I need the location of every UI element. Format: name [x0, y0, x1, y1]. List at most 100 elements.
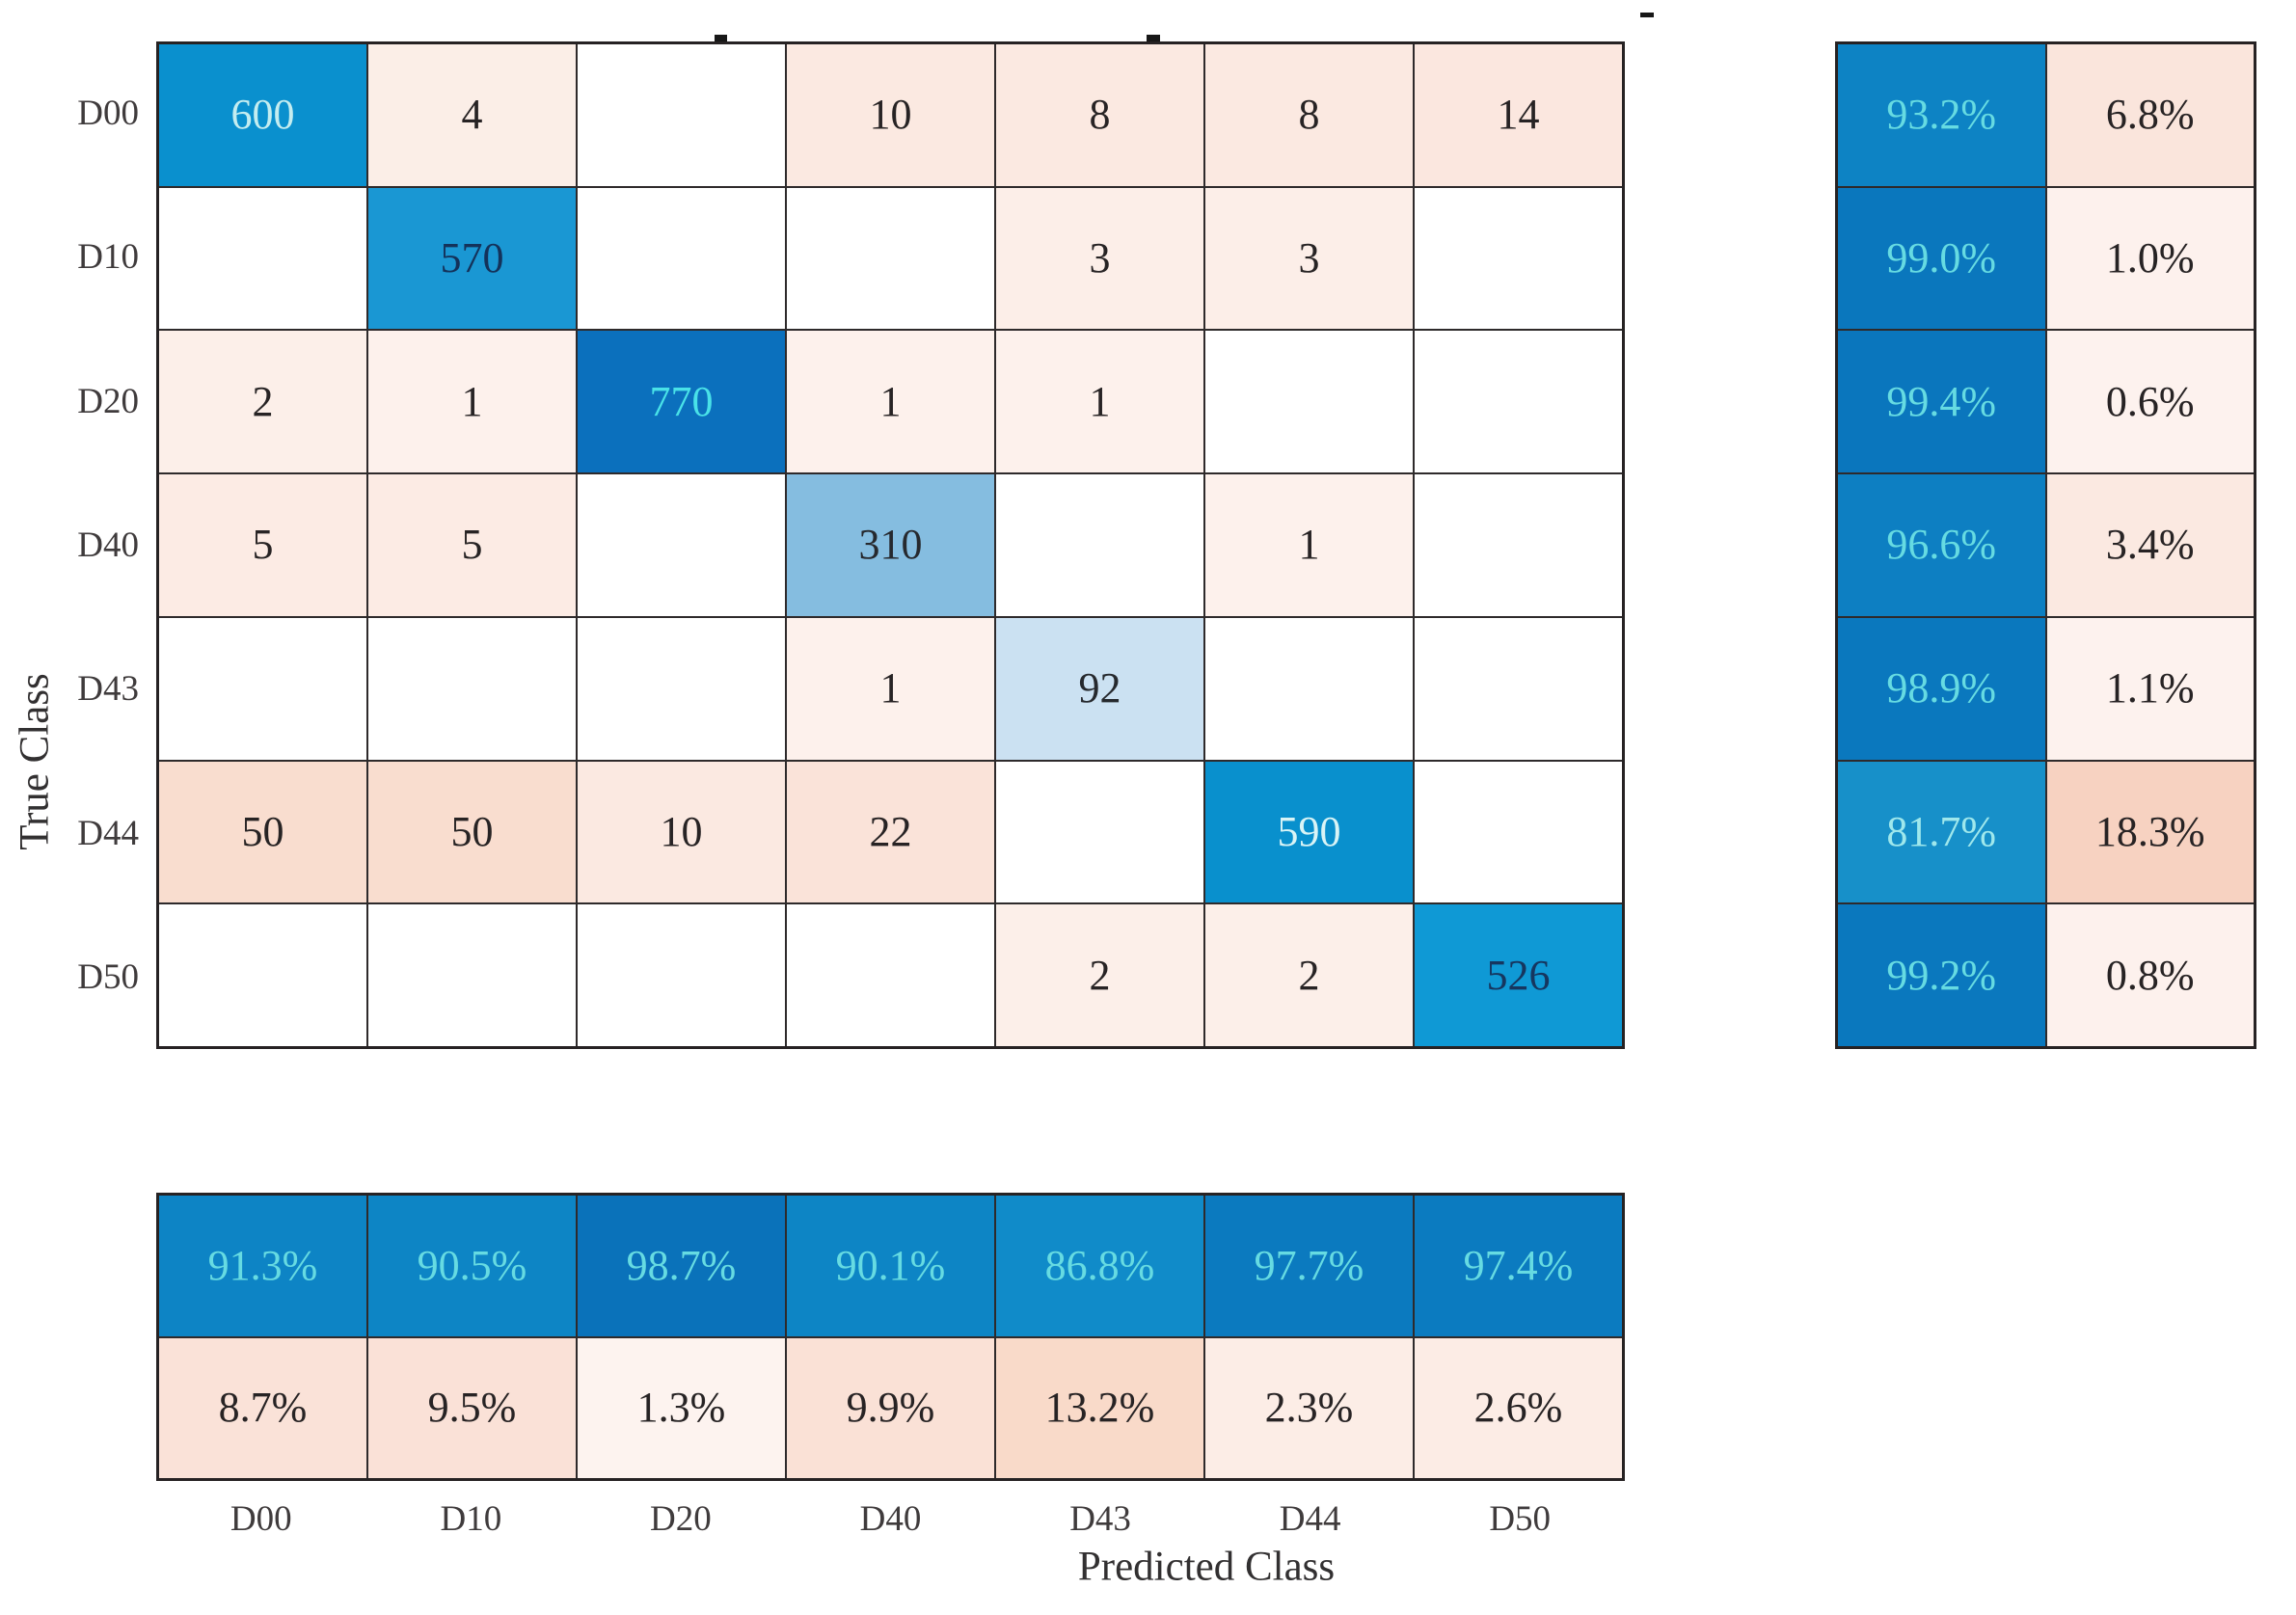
matrix-cell-true-D44-pred-D43	[996, 761, 1203, 903]
matrix-cell-true-D44-pred-D00: 50	[159, 761, 366, 903]
row-summary-D20-incorrect: 0.6%	[2046, 331, 2254, 473]
matrix-cell-true-D44-pred-D44: 590	[1205, 761, 1413, 903]
matrix-cell-true-D44-pred-D50	[1415, 761, 1622, 903]
col-summary-D10-correct: 90.5%	[368, 1196, 576, 1336]
matrix-cell-true-D00-pred-D43: 8	[996, 44, 1203, 186]
crop-artifact-mark	[1147, 35, 1160, 41]
y-tick-label-D43: D43	[77, 669, 139, 710]
matrix-cell-true-D20-pred-D43: 1	[996, 331, 1203, 473]
row-summary-D10-correct: 99.0%	[1838, 187, 2045, 330]
col-summary-D20-incorrect: 1.3%	[578, 1337, 785, 1478]
x-tick-label-D20: D20	[650, 1498, 712, 1539]
matrix-cell-true-D44-pred-D10: 50	[368, 761, 576, 903]
x-tick-label-D10: D10	[440, 1498, 502, 1539]
row-summary-D43-correct: 98.9%	[1838, 617, 2045, 760]
row-summary-D40-correct: 96.6%	[1838, 474, 2045, 616]
matrix-cell-true-D20-pred-D00: 2	[159, 331, 366, 473]
col-summary-D00-correct: 91.3%	[159, 1196, 366, 1336]
crop-artifact-mark	[715, 35, 727, 41]
matrix-cell-true-D40-pred-D40: 310	[787, 474, 994, 616]
matrix-cell-true-D10-pred-D00	[159, 187, 366, 330]
row-summary-D44-incorrect: 18.3%	[2046, 761, 2254, 903]
matrix-cell-true-D00-pred-D10: 4	[368, 44, 576, 186]
matrix-cell-true-D00-pred-D40: 10	[787, 44, 994, 186]
row-summary-D44-correct: 81.7%	[1838, 761, 2045, 903]
matrix-cell-true-D10-pred-D43: 3	[996, 187, 1203, 330]
matrix-cell-true-D00-pred-D20	[578, 44, 785, 186]
matrix-cell-true-D43-pred-D00	[159, 617, 366, 760]
row-summary-panel: 93.2% 6.8% 99.0% 1.0% 99.4% 0.6% 96.6% 3.4% 98.9…	[1835, 41, 2256, 1049]
matrix-cell-true-D50-pred-D20	[578, 904, 785, 1046]
row-summary-D00-correct: 93.2%	[1838, 44, 2045, 186]
matrix-cell-true-D00-pred-D44: 8	[1205, 44, 1413, 186]
crop-artifact-mark	[1640, 13, 1654, 17]
matrix-cell-true-D44-pred-D40: 22	[787, 761, 994, 903]
y-tick-labels: D00 D10 D20 D40 D43 D44 D50	[0, 41, 147, 1049]
matrix-cell-true-D43-pred-D44	[1205, 617, 1413, 760]
matrix-cell-true-D00-pred-D00: 600	[159, 44, 366, 186]
matrix-cell-true-D20-pred-D50	[1415, 331, 1622, 473]
y-tick-label-D40: D40	[77, 525, 139, 565]
row-summary-D10-incorrect: 1.0%	[2046, 187, 2254, 330]
x-tick-label-D50: D50	[1489, 1498, 1552, 1539]
col-summary-D44-incorrect: 2.3%	[1205, 1337, 1413, 1478]
matrix-cell-true-D40-pred-D50	[1415, 474, 1622, 616]
x-tick-label-D43: D43	[1069, 1498, 1131, 1539]
matrix-cell-true-D50-pred-D10	[368, 904, 576, 1046]
col-summary-D00-incorrect: 8.7%	[159, 1337, 366, 1478]
col-summary-D10-incorrect: 9.5%	[368, 1337, 576, 1478]
matrix-cell-true-D10-pred-D44: 3	[1205, 187, 1413, 330]
col-summary-D40-incorrect: 9.9%	[787, 1337, 994, 1478]
x-tick-label-D40: D40	[859, 1498, 922, 1539]
y-tick-label-D50: D50	[77, 956, 139, 997]
matrix-cell-true-D50-pred-D44: 2	[1205, 904, 1413, 1046]
y-axis-label: True Class	[12, 673, 58, 850]
matrix-cell-true-D40-pred-D43	[996, 474, 1203, 616]
row-summary-D20-correct: 99.4%	[1838, 331, 2045, 473]
matrix-cell-true-D10-pred-D20	[578, 187, 785, 330]
y-tick-label-D00: D00	[77, 94, 139, 134]
matrix-cell-true-D40-pred-D10: 5	[368, 474, 576, 616]
matrix-cell-true-D20-pred-D44	[1205, 331, 1413, 473]
confusion-matrix-grid: 600 4 10 8 8 14 570 3 3 2 1 770 1 1 5 5 310 1 1 92 50 50 10 22 5…	[156, 41, 1625, 1049]
matrix-cell-true-D10-pred-D40	[787, 187, 994, 330]
matrix-cell-true-D00-pred-D50: 14	[1415, 44, 1622, 186]
matrix-cell-true-D50-pred-D43: 2	[996, 904, 1203, 1046]
col-summary-D43-incorrect: 13.2%	[996, 1337, 1203, 1478]
x-tick-label-D00: D00	[230, 1498, 292, 1539]
matrix-cell-true-D43-pred-D43: 92	[996, 617, 1203, 760]
matrix-cell-true-D44-pred-D20: 10	[578, 761, 785, 903]
col-summary-D50-correct: 97.4%	[1415, 1196, 1622, 1336]
row-summary-D50-incorrect: 0.8%	[2046, 904, 2254, 1046]
col-summary-D44-correct: 97.7%	[1205, 1196, 1413, 1336]
matrix-cell-true-D40-pred-D00: 5	[159, 474, 366, 616]
matrix-cell-true-D20-pred-D40: 1	[787, 331, 994, 473]
column-summary-panel: 91.3% 90.5% 98.7% 90.1% 86.8% 97.7% 97.4% 8.7% 9…	[156, 1193, 1625, 1481]
row-summary-D50-correct: 99.2%	[1838, 904, 2045, 1046]
matrix-cell-true-D10-pred-D10: 570	[368, 187, 576, 330]
col-summary-D50-incorrect: 2.6%	[1415, 1337, 1622, 1478]
col-summary-D43-correct: 86.8%	[996, 1196, 1203, 1336]
matrix-cell-true-D43-pred-D10	[368, 617, 576, 760]
x-tick-labels: D00 D10 D20 D40 D43 D44 D50	[156, 1493, 1625, 1545]
matrix-cell-true-D20-pred-D10: 1	[368, 331, 576, 473]
matrix-cell-true-D50-pred-D40	[787, 904, 994, 1046]
row-summary-D00-incorrect: 6.8%	[2046, 44, 2254, 186]
y-tick-label-D44: D44	[77, 813, 139, 853]
matrix-cell-true-D50-pred-D00	[159, 904, 366, 1046]
y-tick-label-D10: D10	[77, 237, 139, 278]
x-axis-label: Predicted Class	[1077, 1544, 1336, 1590]
matrix-cell-true-D20-pred-D20: 770	[578, 331, 785, 473]
x-tick-label-D44: D44	[1279, 1498, 1341, 1539]
matrix-cell-true-D50-pred-D50: 526	[1415, 904, 1622, 1046]
col-summary-D20-correct: 98.7%	[578, 1196, 785, 1336]
matrix-cell-true-D43-pred-D50	[1415, 617, 1622, 760]
matrix-cell-true-D40-pred-D20	[578, 474, 785, 616]
row-summary-D40-incorrect: 3.4%	[2046, 474, 2254, 616]
col-summary-D40-correct: 90.1%	[787, 1196, 994, 1336]
row-summary-D43-incorrect: 1.1%	[2046, 617, 2254, 760]
y-tick-label-D20: D20	[77, 381, 139, 421]
matrix-cell-true-D43-pred-D40: 1	[787, 617, 994, 760]
matrix-cell-true-D10-pred-D50	[1415, 187, 1622, 330]
